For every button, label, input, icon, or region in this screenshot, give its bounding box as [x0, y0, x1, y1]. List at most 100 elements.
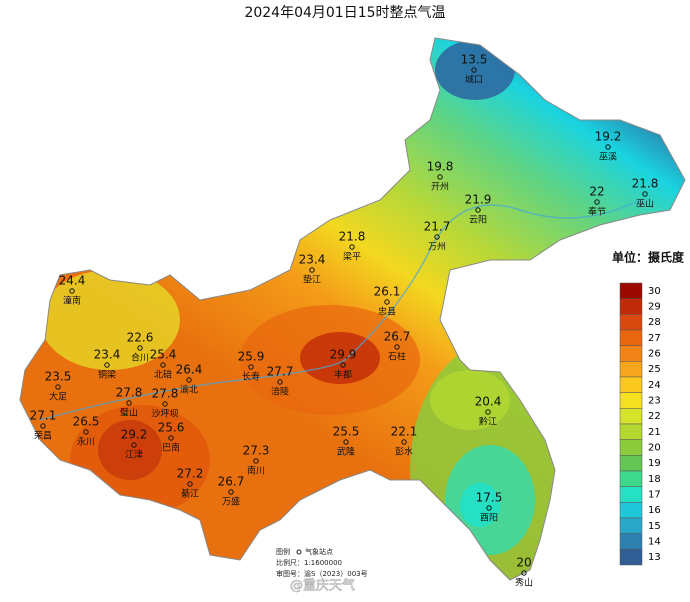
legend-label: 15	[648, 521, 661, 532]
station-temperature: 23.4	[299, 253, 326, 267]
station-dot	[126, 400, 132, 406]
station: 26.7 石柱	[384, 330, 411, 363]
legend-label: 26	[648, 349, 661, 360]
station: 21.8 巫山	[632, 177, 659, 210]
legend-swatch	[619, 408, 643, 425]
station-name: 巫溪	[599, 151, 617, 163]
station: 22.1 彭水	[391, 425, 418, 458]
station-dot	[83, 429, 89, 435]
station: 23.5 大足	[45, 370, 72, 403]
unit-label: 单位：摄氏度	[612, 250, 685, 265]
station-temperature: 17.5	[476, 491, 503, 505]
station-name: 长寿	[242, 371, 260, 383]
station-dot	[340, 362, 346, 368]
legend-label: 13	[648, 552, 661, 563]
station-dot	[521, 570, 527, 576]
station: 23.4 垫江	[299, 253, 326, 286]
legend-label: 25	[648, 364, 661, 375]
station-temperature: 22	[589, 185, 604, 199]
legend-swatch	[619, 298, 643, 315]
legend-swatch	[619, 533, 643, 550]
station-temperature: 23.4	[94, 348, 121, 362]
station-dot	[55, 384, 61, 390]
station-dot	[349, 244, 355, 250]
legend-swatch	[619, 549, 643, 566]
station: 29.9 丰都	[330, 348, 357, 381]
station: 19.8 开州	[427, 160, 454, 193]
station-temperature: 23.5	[45, 370, 72, 384]
station-temperature: 20	[516, 556, 531, 570]
stations: 13.5 城口 19.2 巫溪 19.8 开州 21.9 云阳 22 奉节 21.8 巫山 21.7 万州…	[30, 53, 659, 589]
station-name: 垫江	[303, 274, 321, 286]
station-dot	[69, 288, 75, 294]
station-temperature: 21.8	[632, 177, 659, 191]
station-dot	[228, 489, 234, 495]
station: 26.7 万盛	[218, 475, 245, 508]
station-temperature: 22.1	[391, 425, 418, 439]
station: 26.4 渝北	[176, 363, 203, 396]
station: 27.2 綦江	[177, 467, 204, 500]
station-temperature: 27.3	[243, 444, 270, 458]
station: 17.5 酉阳	[476, 491, 503, 524]
station-temperature: 26.5	[73, 415, 100, 429]
legend: 30 29 28 27 26 25 24 23 22 21 20 19 18 17 16 15 14 13	[619, 282, 661, 566]
station-dot	[160, 362, 166, 368]
legend-swatch	[619, 392, 643, 409]
station-dot	[131, 442, 137, 448]
station: 20.4 黔江	[475, 395, 502, 428]
legend-label: 27	[648, 333, 661, 344]
station-temperature: 29.9	[330, 348, 357, 362]
station-dot	[594, 199, 600, 205]
station-dot	[394, 344, 400, 350]
station-name: 开州	[431, 182, 449, 193]
station: 22 奉节	[588, 185, 606, 218]
station-temperature: 25.4	[150, 348, 177, 362]
station: 29.2 江津	[121, 428, 148, 461]
station-name: 酉阳	[480, 513, 498, 524]
legend-label: 19	[648, 458, 661, 469]
station: 26.1 忠县	[374, 285, 401, 318]
station-name: 大足	[49, 391, 67, 403]
station-dot	[162, 401, 168, 407]
station-name: 渝北	[180, 384, 198, 396]
station-dot	[168, 435, 174, 441]
station: 26.5 永川	[73, 415, 100, 448]
station-temperature: 27.7	[267, 365, 294, 379]
station-temperature: 21.8	[339, 230, 366, 244]
station: 22.6 合川	[127, 331, 154, 364]
station: 27.7 涪陵	[267, 365, 294, 398]
station: 13.5 城口	[461, 53, 488, 86]
note: 气象站点	[305, 547, 333, 556]
station-name: 巫山	[636, 199, 654, 210]
station-temperature: 24.4	[59, 274, 86, 288]
station-dot	[248, 364, 254, 370]
station-dot	[485, 409, 491, 415]
legend-swatch	[619, 376, 643, 393]
station-name: 南川	[247, 465, 265, 477]
legend-swatch	[619, 423, 643, 440]
station: 27.1 荣昌	[30, 409, 57, 442]
legend-label: 16	[648, 505, 661, 516]
station-temperature: 29.2	[121, 428, 148, 442]
station-name: 奉节	[588, 206, 606, 218]
station-name: 黔江	[479, 416, 497, 428]
note: 比例尺：1:1600000	[276, 558, 342, 567]
legend-label: 24	[648, 380, 661, 391]
station-name: 江津	[125, 450, 143, 461]
station-dot	[486, 505, 492, 511]
station: 25.6 巴南	[158, 421, 185, 454]
station-name: 合川	[131, 352, 149, 364]
station: 19.2 巫溪	[595, 130, 622, 163]
station-temperature: 19.2	[595, 130, 622, 144]
legend-label: 29	[648, 302, 661, 313]
station-temperature: 25.5	[333, 425, 360, 439]
station-name: 巴南	[162, 442, 180, 454]
station-dot	[642, 191, 648, 197]
station-name: 万盛	[222, 496, 240, 508]
station: 27.8 沙坪坝	[151, 387, 178, 420]
legend-swatch	[619, 502, 643, 519]
station-name: 武隆	[337, 446, 355, 458]
station-name: 綦江	[181, 488, 199, 500]
